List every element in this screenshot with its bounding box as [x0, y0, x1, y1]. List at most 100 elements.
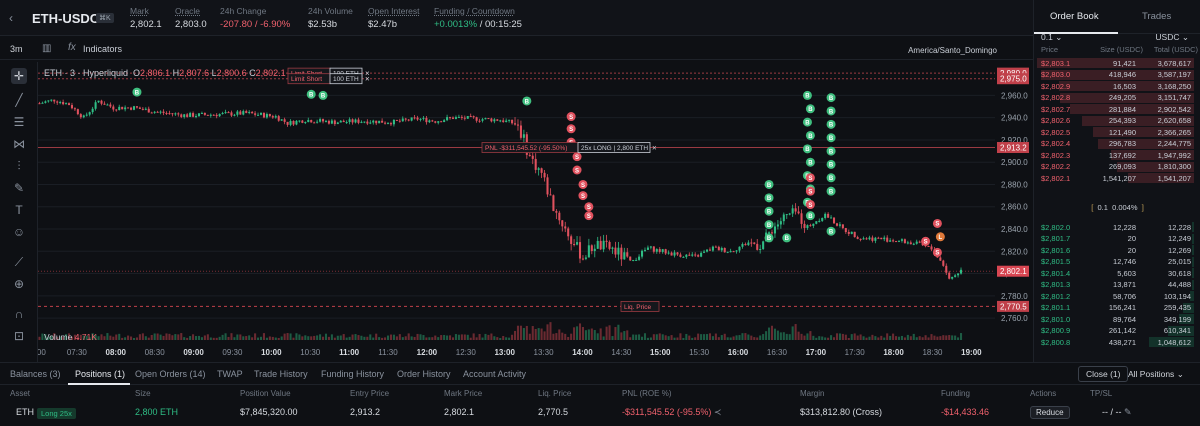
ask-row[interactable]: $2,802.1 1,541,207 1,541,207 — [1034, 172, 1194, 184]
candle-body — [889, 240, 892, 242]
ask-row[interactable]: $2,802.3 137,692 1,947,992 — [1034, 149, 1194, 161]
fib-icon[interactable]: ☰ — [13, 115, 25, 129]
ask-row[interactable]: $2,802.9 16,503 3,168,250 — [1034, 80, 1194, 92]
timeframe-button[interactable]: 3m — [10, 44, 23, 54]
volume-bar — [330, 334, 333, 340]
orderbook-panel: Order Book Trades 0.1 ⌄ USDC ⌄ Price Siz… — [1033, 0, 1200, 362]
edit-icon[interactable]: ✎ — [1124, 407, 1132, 417]
ask-row[interactable]: $2,802.2 269,093 1,810,300 — [1034, 161, 1194, 173]
sell-marker-letter: S — [575, 155, 579, 161]
candles — [38, 99, 963, 280]
share-icon[interactable]: ≺ — [713, 407, 722, 417]
volume-bar — [50, 335, 53, 340]
candle-body — [50, 99, 53, 101]
buy-marker-letter: B — [321, 94, 326, 100]
position-asset[interactable]: ETH — [16, 407, 34, 417]
tick-size-select[interactable]: 0.1 ⌄ — [1041, 32, 1062, 43]
bid-row[interactable]: $2,801.7 20 12,249 — [1034, 233, 1194, 245]
sell-marker-circle — [584, 211, 594, 221]
timezone-label[interactable]: America/Santo_Domingo — [908, 46, 997, 55]
bid-row[interactable]: $2,801.4 5,603 30,618 — [1034, 267, 1194, 279]
bid-row[interactable]: $2,802.0 12,228 12,228 — [1034, 221, 1194, 233]
fx-icon[interactable]: fx — [68, 42, 76, 53]
lock-icon[interactable]: ⊡ — [13, 329, 25, 343]
bid-row[interactable]: $2,800.8 438,271 1,048,612 — [1034, 336, 1194, 348]
candle-body — [437, 121, 440, 123]
market-symbol[interactable]: ETH-USDC — [32, 11, 100, 26]
price-cell: $2,801.5 — [1041, 257, 1071, 266]
tab-twap[interactable]: TWAP — [217, 369, 243, 379]
close-positions-button[interactable]: Close (1) — [1078, 366, 1129, 382]
currency-select[interactable]: USDC ⌄ — [1155, 32, 1189, 43]
price-cell: $2,802.6 — [1041, 116, 1071, 125]
reduce-button[interactable]: Reduce — [1030, 406, 1070, 419]
text-icon[interactable]: T — [15, 203, 23, 217]
positions-filter[interactable]: All Positions ⌄ — [1128, 369, 1184, 380]
tab-positions[interactable]: Positions (1) — [75, 369, 126, 379]
funding-countdown: / 00:15:25 — [477, 19, 522, 30]
ask-row[interactable]: $2,802.6 254,393 2,620,658 — [1034, 115, 1194, 127]
volume-bar — [413, 336, 416, 340]
volume-bar — [271, 336, 274, 340]
chart-canvas[interactable]: 2,960.0 2,940.0 2,920.0 2,900.0 2,880.0 2,860… — [30, 62, 1033, 362]
projection-icon[interactable]: ⫶ — [17, 159, 21, 173]
bid-row[interactable]: $2,801.3 13,871 44,488 — [1034, 279, 1194, 291]
volume-bar — [593, 330, 596, 340]
bid-row[interactable]: $2,801.2 58,706 103,194 — [1034, 290, 1194, 302]
ask-row[interactable]: $2,802.8 249,205 3,151,747 — [1034, 92, 1194, 104]
total-cell: 12,249 — [1168, 234, 1191, 243]
zoom-icon[interactable]: ⊕ — [13, 277, 25, 291]
bid-row[interactable]: $2,800.9 261,142 610,341 — [1034, 325, 1194, 337]
volume-bar — [673, 337, 676, 340]
sell-marker-circle — [805, 173, 815, 183]
price-chart[interactable]: 2,960.0 2,940.0 2,920.0 2,900.0 2,880.0 2,860… — [30, 62, 1033, 362]
tab-open-orders[interactable]: Open Orders (14) — [135, 369, 206, 379]
bid-row[interactable]: $2,801.0 89,764 349,199 — [1034, 313, 1194, 325]
volume-bar — [768, 327, 771, 340]
tab-trades[interactable]: Trades — [1142, 11, 1172, 22]
ask-row[interactable]: $2,802.4 296,783 2,244,775 — [1034, 138, 1194, 150]
volume-bar — [449, 335, 452, 340]
tab-account-activity[interactable]: Account Activity — [463, 369, 527, 379]
tab-balances[interactable]: Balances (3) — [10, 369, 61, 379]
total-cell: 3,587,197 — [1157, 70, 1191, 79]
ask-row[interactable]: $2,803.1 91,421 3,678,617 — [1034, 57, 1194, 69]
volume-bar — [324, 333, 328, 340]
magnet-icon[interactable]: ∩ — [14, 307, 24, 321]
pattern-icon[interactable]: ⋈ — [13, 137, 25, 151]
volume-bar — [115, 334, 118, 340]
tab-funding-history[interactable]: Funding History — [321, 369, 385, 379]
brush-icon[interactable]: ✎ — [13, 181, 25, 195]
tab-order-book[interactable]: Order Book — [1050, 11, 1099, 22]
candle-body — [310, 119, 313, 123]
tab-order-history[interactable]: Order History — [397, 369, 451, 379]
bid-row[interactable]: $2,801.6 20 12,269 — [1034, 244, 1194, 256]
chevron-left-icon[interactable]: ‹ — [9, 11, 13, 25]
price-cell: $2,801.0 — [1041, 314, 1071, 324]
ruler-icon[interactable]: ⟋ — [14, 255, 24, 269]
price-cell: $2,801.3 — [1041, 280, 1071, 289]
col-price: Price — [1041, 45, 1059, 54]
liq-price: 2,770.5 — [538, 407, 569, 417]
volume-bar — [688, 335, 691, 340]
bid-row[interactable]: $2,801.5 12,746 25,015 — [1034, 256, 1194, 268]
indicators-button[interactable]: Indicators — [83, 44, 123, 54]
ask-row[interactable]: $2,803.0 418,946 3,587,197 — [1034, 69, 1194, 81]
price-cell: $2,801.2 — [1041, 291, 1071, 301]
candle-body — [602, 240, 605, 250]
buy-marker-letter: B — [309, 93, 314, 99]
ask-row[interactable]: $2,802.7 281,884 2,902,542 — [1034, 103, 1194, 115]
trendline-icon[interactable]: ╱ — [15, 93, 23, 107]
candle-body — [112, 106, 115, 110]
volume-bar — [945, 335, 948, 340]
volume-bar — [868, 336, 871, 340]
y-tick-label: 2,780.0 — [1001, 292, 1028, 301]
emoji-icon[interactable]: ☺ — [12, 225, 26, 239]
candles-icon[interactable]: ▥ — [42, 43, 52, 54]
ask-row[interactable]: $2,802.5 121,490 2,366,265 — [1034, 126, 1194, 138]
size-cell: 261,142 — [1108, 326, 1136, 335]
bid-row[interactable]: $2,801.1 156,241 259,435 — [1034, 302, 1194, 314]
tab-trade-history[interactable]: Trade History — [254, 369, 308, 379]
candle-body — [460, 116, 463, 118]
crosshair-icon[interactable]: ✛ — [11, 68, 27, 84]
